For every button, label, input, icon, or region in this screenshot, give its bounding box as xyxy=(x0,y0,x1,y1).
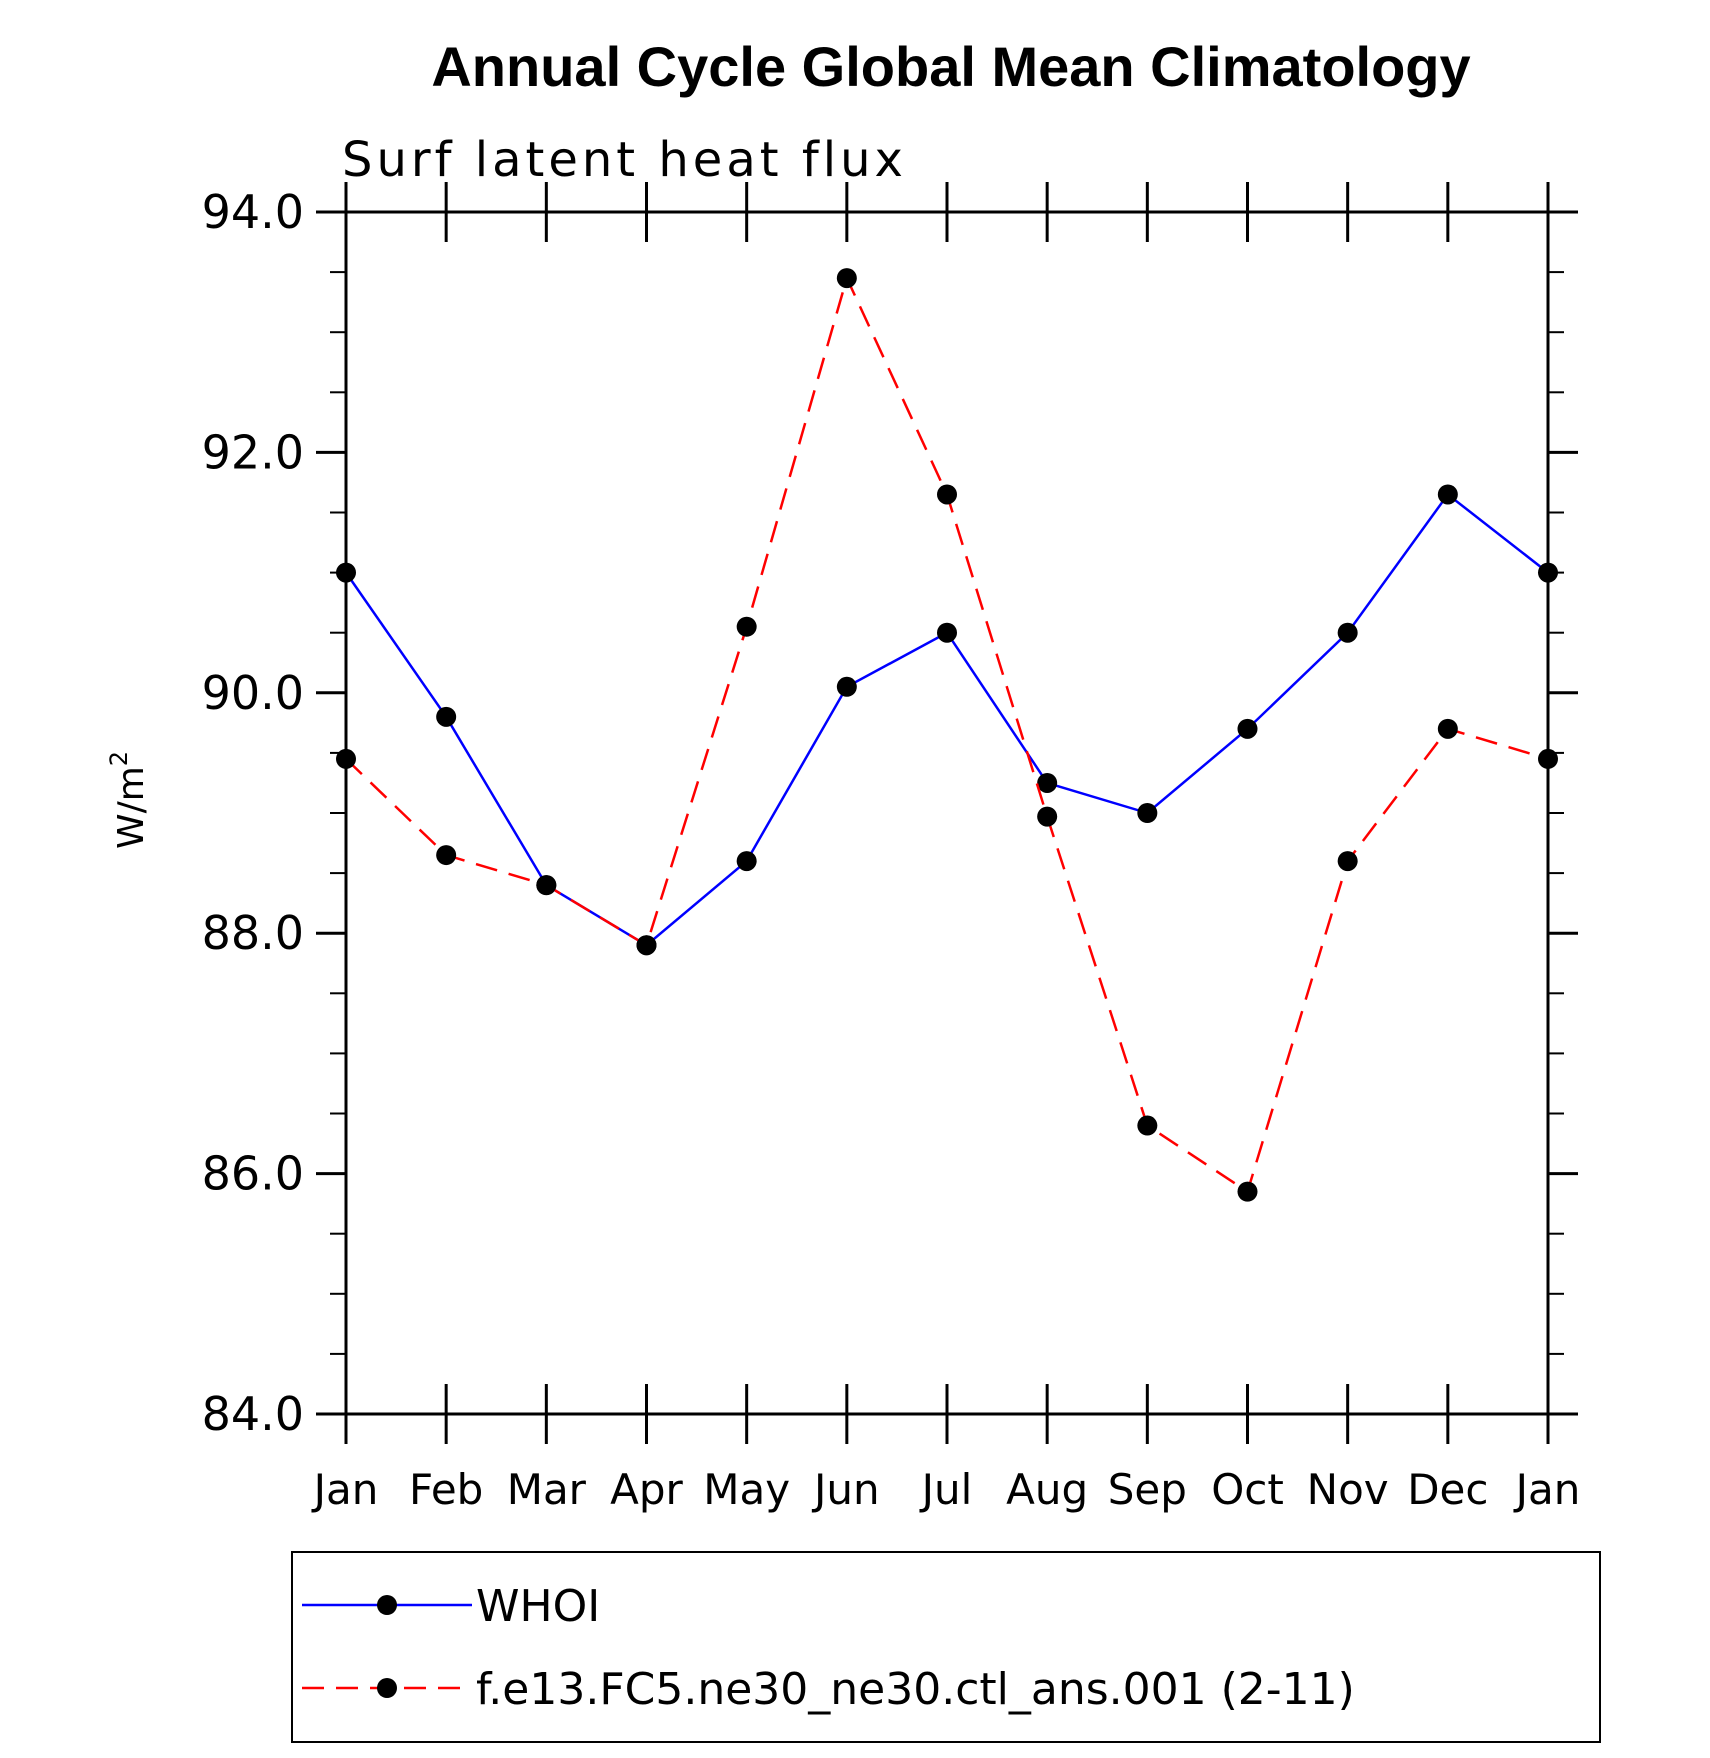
y-tick-label: 92.0 xyxy=(202,425,304,479)
series-0-point xyxy=(1437,484,1458,505)
series-0-point xyxy=(1538,562,1558,583)
legend: WHOI f.e13.FC5.ne30_ne30.ctl_ans.001 (2-1… xyxy=(291,1551,1601,1743)
chart-subtitle: Surf latent heat flux xyxy=(342,132,907,188)
x-tick-label: Aug xyxy=(1006,1465,1088,1514)
x-tick-label: Jul xyxy=(919,1465,973,1514)
y-axis-label-base: W/m xyxy=(111,766,152,849)
x-tick-label: Nov xyxy=(1307,1465,1389,1514)
series-1-point xyxy=(336,748,356,769)
axes-ticks xyxy=(316,182,1578,1444)
series-0-point xyxy=(1237,718,1258,739)
series-1-point xyxy=(436,845,457,866)
series-1-point xyxy=(937,484,957,505)
x-tick-label: Jan xyxy=(1513,1465,1581,1514)
legend-label-0: WHOI xyxy=(476,1581,600,1632)
y-axis-label: W/m2 xyxy=(105,751,152,849)
chart-title: Annual Cycle Global Mean Climatology xyxy=(431,35,1470,98)
x-tick-label: Sep xyxy=(1108,1465,1187,1514)
legend-marker-0 xyxy=(377,1595,397,1615)
series-line-1 xyxy=(345,274,1549,1194)
series-line-0 xyxy=(344,492,1549,947)
series-0-point xyxy=(436,706,457,727)
series-0-point xyxy=(1337,622,1358,643)
series-1-point xyxy=(736,616,757,637)
plot-frame xyxy=(344,210,1550,1416)
x-tick-label: May xyxy=(703,1465,790,1514)
series-1-point xyxy=(1237,1181,1258,1202)
x-tick-label: Feb xyxy=(409,1465,483,1514)
series-1-point xyxy=(1437,718,1458,739)
series-0-point xyxy=(736,851,757,872)
legend-marker-1 xyxy=(377,1678,397,1698)
series-0-point xyxy=(836,676,857,697)
series-0-point xyxy=(1137,803,1158,823)
x-tick-label: Mar xyxy=(507,1465,587,1514)
series-1-point xyxy=(536,875,557,896)
y-tick-labels: 84.0 86.0 88.0 90.0 92.0 94.0 xyxy=(202,185,304,1441)
x-tick-label: Apr xyxy=(610,1465,683,1514)
x-tick-labels: Jan Feb Mar Apr May Jun Jul Aug Sep Oct Nov Dec Jan xyxy=(311,1465,1581,1514)
series-0-point xyxy=(937,622,957,643)
series-1-point xyxy=(1137,1115,1158,1136)
y-tick-label: 86.0 xyxy=(202,1147,304,1201)
x-tick-label: Jan xyxy=(311,1465,379,1514)
y-axis-label-superscript: 2 xyxy=(105,751,133,766)
y-tick-label: 84.0 xyxy=(202,1387,304,1441)
y-tick-label: 94.0 xyxy=(202,185,304,239)
y-tick-label: 90.0 xyxy=(202,666,304,720)
series-1-point xyxy=(636,935,657,956)
series-1-point xyxy=(1037,806,1058,827)
series-0-point xyxy=(1037,772,1058,793)
legend-box xyxy=(291,1551,1601,1743)
series-1-point xyxy=(1337,851,1358,872)
y-tick-label: 88.0 xyxy=(202,906,304,960)
x-tick-label: Dec xyxy=(1407,1465,1488,1514)
legend-label-1: f.e13.FC5.ne30_ne30.ctl_ans.001 (2-11) xyxy=(476,1664,1355,1715)
series-1-point xyxy=(1538,748,1558,769)
x-tick-label: Jun xyxy=(811,1465,880,1514)
x-tick-label: Oct xyxy=(1211,1465,1284,1514)
series-1-point xyxy=(836,268,857,289)
series-0-point xyxy=(336,562,356,583)
series-layer xyxy=(336,268,1558,1202)
legend-items: WHOI f.e13.FC5.ne30_ne30.ctl_ans.001 (2-1… xyxy=(302,1581,1355,1715)
